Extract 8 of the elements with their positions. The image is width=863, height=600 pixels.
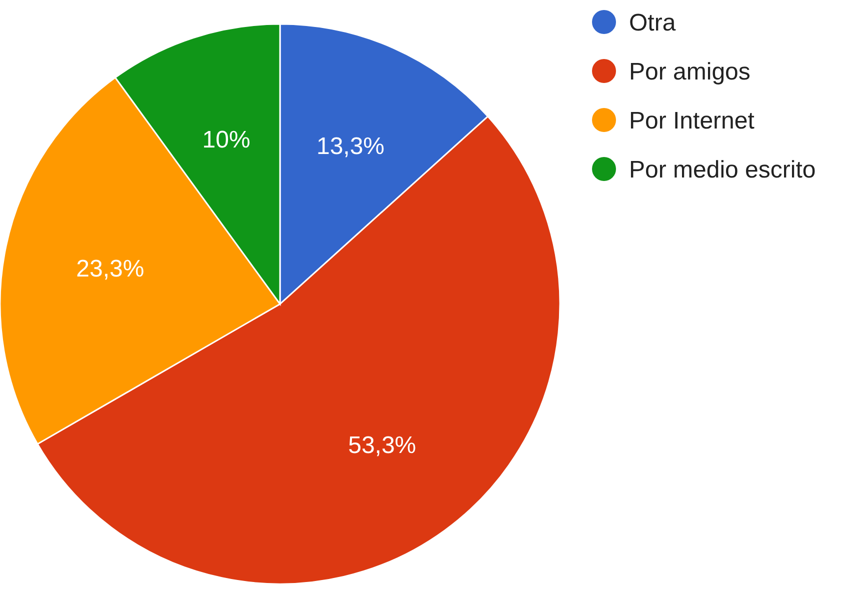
legend-label: Por medio escrito xyxy=(629,156,816,184)
data-label: 53,3% xyxy=(348,432,416,459)
data-label: 23,3% xyxy=(76,255,144,282)
data-label: 10% xyxy=(202,126,250,154)
legend-label: Otra xyxy=(629,9,676,36)
legend-label: Por amigos xyxy=(629,58,750,86)
data-label: 13,3% xyxy=(316,132,385,160)
legend-label: Por Internet xyxy=(629,107,755,134)
